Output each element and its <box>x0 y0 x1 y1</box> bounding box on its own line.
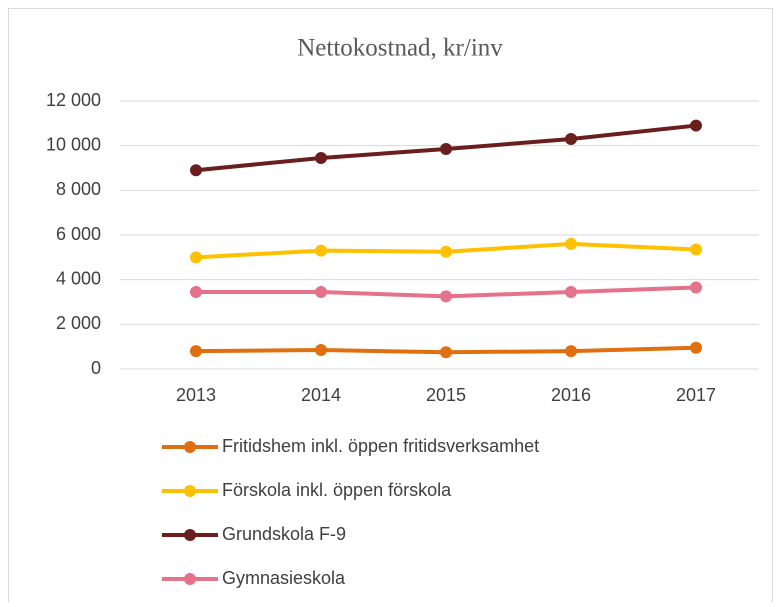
data-point <box>315 344 327 357</box>
legend-label: Gymnasieskola <box>222 568 346 588</box>
y-tick-label: 4 000 <box>56 268 101 288</box>
chart-frame <box>8 8 773 607</box>
x-tick-label: 2014 <box>301 385 341 405</box>
data-point <box>190 285 202 298</box>
chart-title: Nettokostnad, kr/inv <box>297 35 503 62</box>
legend-marker <box>184 441 196 453</box>
x-tick-label: 2016 <box>551 385 591 405</box>
data-point <box>440 143 452 156</box>
data-point <box>690 243 702 256</box>
data-point <box>190 345 202 358</box>
y-tick-label: 2 000 <box>56 313 101 333</box>
data-point <box>565 237 577 250</box>
data-point <box>440 290 452 303</box>
data-point <box>315 244 327 257</box>
data-point <box>315 285 327 298</box>
legend-marker <box>184 485 196 497</box>
data-point <box>690 341 702 354</box>
data-point <box>190 251 202 264</box>
data-point <box>190 164 202 177</box>
data-point <box>315 151 327 164</box>
y-tick-label: 12 000 <box>46 90 101 110</box>
y-tick-label: 10 000 <box>46 134 101 154</box>
y-tick-label: 0 <box>91 358 101 378</box>
x-tick-label: 2013 <box>176 385 216 405</box>
data-point <box>565 285 577 298</box>
legend-label: Fritidshem inkl. öppen fritidsverksamhet <box>222 436 539 456</box>
data-point <box>565 345 577 358</box>
y-tick-label: 6 000 <box>56 224 101 244</box>
x-tick-label: 2017 <box>676 385 716 405</box>
x-tick-label: 2015 <box>426 385 466 405</box>
legend-label: Förskola inkl. öppen förskola <box>222 480 452 500</box>
y-tick-label: 8 000 <box>56 179 101 199</box>
data-point <box>565 132 577 145</box>
data-point <box>440 245 452 258</box>
data-point <box>690 119 702 132</box>
data-point <box>690 281 702 294</box>
legend-marker <box>184 573 196 585</box>
legend-label: Grundskola F-9 <box>222 524 346 544</box>
legend-marker <box>184 529 196 541</box>
data-point <box>440 346 452 359</box>
